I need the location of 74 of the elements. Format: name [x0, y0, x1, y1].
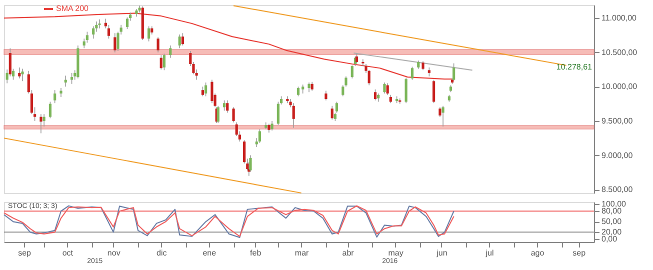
- candlestick: [386, 82, 389, 96]
- x-tick-label: mar: [294, 248, 310, 258]
- candlestick: [40, 114, 42, 134]
- candlestick: [54, 90, 56, 104]
- x-tick-label: feb: [250, 248, 262, 258]
- x-tick-label: sep: [18, 248, 32, 258]
- candlestick: [70, 72, 74, 84]
- candlestick: [330, 105, 334, 120]
- candlestick: [344, 76, 348, 88]
- candlestick: [156, 36, 160, 53]
- y-tick-label: 50,00: [602, 217, 622, 226]
- candlestick: [355, 53, 358, 64]
- candlestick: [432, 79, 436, 104]
- candlestick: [107, 24, 110, 40]
- x-tick-label: abr: [342, 248, 354, 258]
- candlestick: [204, 82, 208, 97]
- candlestick: [226, 100, 229, 114]
- y-tick-label: 0,00: [602, 234, 618, 244]
- y-tick-label: 100,00: [602, 200, 627, 209]
- candlestick: [335, 101, 338, 114]
- x-tick-label: jun: [436, 248, 448, 258]
- y-tick-label: 11.000,00: [602, 14, 638, 23]
- y-tick-label: 8.500,00: [602, 185, 634, 194]
- candlestick: [21, 68, 24, 82]
- candlestick: [169, 45, 172, 58]
- candlestick: [258, 128, 262, 144]
- candlestick: [98, 19, 101, 29]
- y-tick-label: 20,00: [602, 228, 622, 237]
- candlestick: [404, 77, 408, 104]
- candlestick: [114, 32, 116, 53]
- candlestick: [452, 62, 456, 81]
- y-tick-label: 10.000,00: [602, 82, 638, 92]
- candlestick: [442, 105, 444, 127]
- candlestick: [324, 90, 328, 101]
- x-tick-label: sep: [572, 248, 586, 258]
- annotation: 10.278,61: [556, 62, 593, 72]
- candlestick: [201, 86, 204, 97]
- candlestick: [270, 120, 274, 131]
- candlestick: [126, 16, 129, 30]
- candlestick: [383, 82, 386, 94]
- candlestick: [160, 54, 162, 70]
- candlestick: [350, 64, 354, 79]
- candlestick: [178, 34, 181, 49]
- candlestick: [60, 88, 62, 98]
- candlestick: [18, 67, 21, 79]
- x-tick-label: ago: [530, 248, 545, 258]
- x-tick-label: oct: [62, 248, 74, 258]
- candlestick: [48, 101, 52, 119]
- candlestick: [374, 88, 377, 101]
- y-tick-label: 9.500,00: [602, 116, 634, 126]
- y-tick-label: 80,00: [602, 206, 622, 216]
- candlestick: [181, 32, 184, 46]
- x-tick-label: dic: [156, 248, 167, 258]
- candlestick: [249, 154, 252, 172]
- candlestick: [148, 26, 150, 42]
- candlestick: [162, 53, 166, 71]
- candlestick: [410, 66, 414, 80]
- legend-label: SMA 200: [56, 4, 90, 13]
- candlestick: [92, 26, 95, 40]
- y-tick-label: 9.000,00: [602, 150, 634, 160]
- y-tick-label: 10.500,00: [602, 48, 638, 57]
- candlestick: [342, 84, 344, 97]
- x-tick-label: may: [388, 248, 404, 258]
- candlestick: [292, 102, 295, 128]
- x-tick-label: ene: [202, 248, 217, 258]
- candlestick: [210, 79, 214, 104]
- candlestick: [296, 86, 300, 97]
- candlestick: [222, 100, 226, 112]
- x-tick-label: jul: [484, 248, 494, 258]
- candlestick: [42, 114, 46, 127]
- candlestick: [362, 58, 364, 66]
- x-tick-label: nov: [107, 248, 120, 258]
- candlestick: [232, 106, 235, 123]
- candlestick: [308, 82, 310, 93]
